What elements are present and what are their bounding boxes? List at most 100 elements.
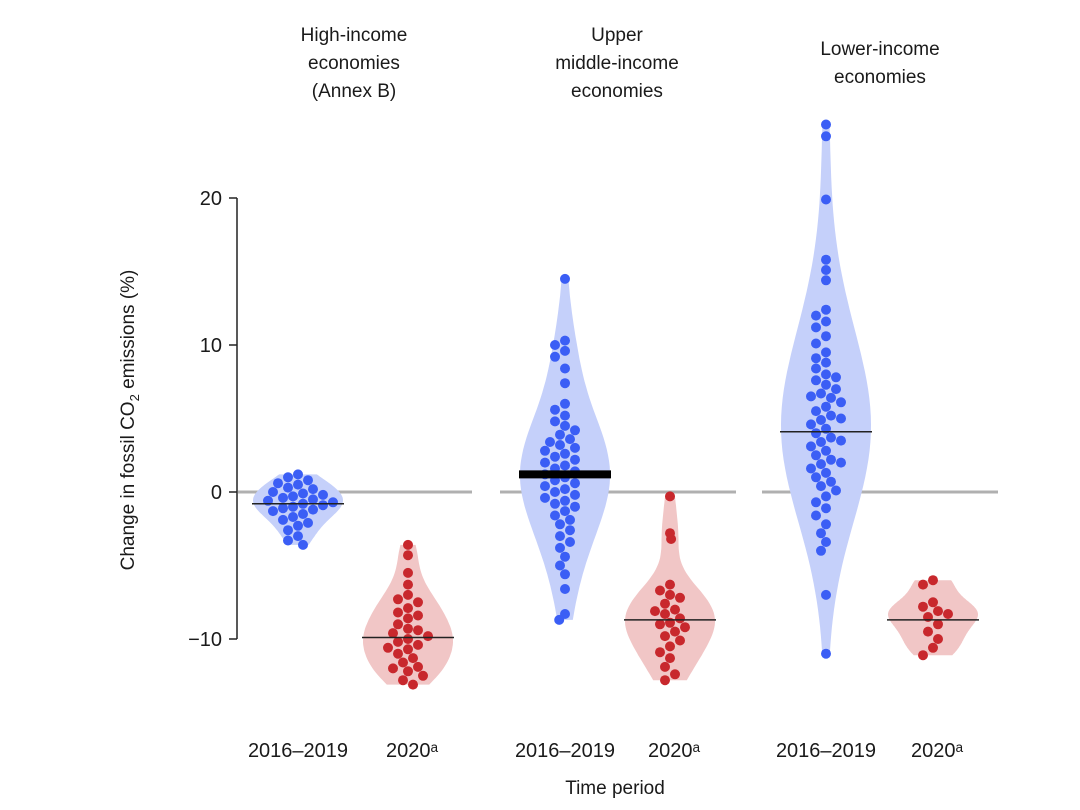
data-point <box>821 468 831 478</box>
data-point <box>811 511 821 521</box>
data-point <box>308 505 318 515</box>
x-category-label: 2016–2019 <box>515 740 615 762</box>
data-point <box>560 449 570 459</box>
data-point <box>413 662 423 672</box>
data-point <box>550 416 560 426</box>
data-point <box>403 624 413 634</box>
data-point <box>806 464 816 474</box>
data-point <box>831 486 841 496</box>
data-point <box>826 433 836 443</box>
data-point <box>403 666 413 676</box>
data-point <box>555 440 565 450</box>
x-category-label: 2020ᵃ <box>386 740 438 762</box>
data-point <box>655 647 665 657</box>
data-point <box>413 625 423 635</box>
data-point <box>278 503 288 513</box>
y-tick-label: 0 <box>211 482 222 504</box>
data-point <box>560 569 570 579</box>
data-point <box>298 509 308 519</box>
data-point <box>540 458 550 468</box>
x-category-label: 2020ᵃ <box>648 740 700 762</box>
data-point <box>821 380 831 390</box>
data-point <box>811 364 821 374</box>
data-point <box>821 491 831 501</box>
data-point <box>403 550 413 560</box>
data-point <box>393 619 403 629</box>
data-point <box>650 606 660 616</box>
data-point <box>811 339 821 349</box>
data-point <box>540 446 550 456</box>
data-point <box>403 568 413 578</box>
data-point <box>655 619 665 629</box>
data-point <box>383 643 393 653</box>
data-point <box>398 675 408 685</box>
data-point <box>560 411 570 421</box>
data-point <box>660 675 670 685</box>
y-tick-label: 10 <box>200 335 222 357</box>
data-point <box>560 378 570 388</box>
data-point <box>928 597 938 607</box>
data-point <box>328 497 338 507</box>
data-point <box>560 496 570 506</box>
data-point <box>413 611 423 621</box>
x-category-label: 2016–2019 <box>776 740 876 762</box>
data-point <box>293 531 303 541</box>
data-point <box>655 586 665 596</box>
data-point <box>665 491 675 501</box>
data-point <box>821 131 831 141</box>
data-point <box>273 478 283 488</box>
data-point <box>550 511 560 521</box>
data-point <box>413 640 423 650</box>
data-point <box>308 484 318 494</box>
data-point <box>831 372 841 382</box>
data-point <box>550 499 560 509</box>
data-point <box>826 393 836 403</box>
data-point <box>555 430 565 440</box>
data-point <box>826 411 836 421</box>
data-point <box>821 590 831 600</box>
data-point <box>811 353 821 363</box>
data-point <box>403 540 413 550</box>
data-point <box>283 472 293 482</box>
data-point <box>821 347 831 357</box>
data-point <box>821 255 831 265</box>
y-tick-label: 20 <box>200 188 222 210</box>
data-point <box>821 275 831 285</box>
data-point <box>403 644 413 654</box>
data-point <box>560 421 570 431</box>
data-point <box>816 546 826 556</box>
data-point <box>555 561 565 571</box>
data-point <box>403 590 413 600</box>
data-point <box>821 358 831 368</box>
data-point <box>555 519 565 529</box>
data-point <box>403 634 413 644</box>
data-point <box>560 336 570 346</box>
data-point <box>560 461 570 471</box>
data-point <box>821 265 831 275</box>
data-point <box>298 489 308 499</box>
data-point <box>303 475 313 485</box>
data-point <box>831 384 841 394</box>
data-point <box>570 490 580 500</box>
data-point <box>570 502 580 512</box>
data-point <box>550 352 560 362</box>
data-point <box>836 397 846 407</box>
data-point <box>545 437 555 447</box>
data-point <box>560 399 570 409</box>
data-point <box>560 484 570 494</box>
data-point <box>943 609 953 619</box>
data-point <box>933 619 943 629</box>
data-point <box>565 537 575 547</box>
y-tick-label: −10 <box>188 629 222 651</box>
data-point <box>550 340 560 350</box>
data-point <box>560 506 570 516</box>
data-point <box>816 389 826 399</box>
data-point <box>308 494 318 504</box>
data-point <box>821 305 831 315</box>
data-point <box>660 599 670 609</box>
data-point <box>560 346 570 356</box>
data-point <box>821 369 831 379</box>
data-point <box>293 469 303 479</box>
data-point <box>388 628 398 638</box>
